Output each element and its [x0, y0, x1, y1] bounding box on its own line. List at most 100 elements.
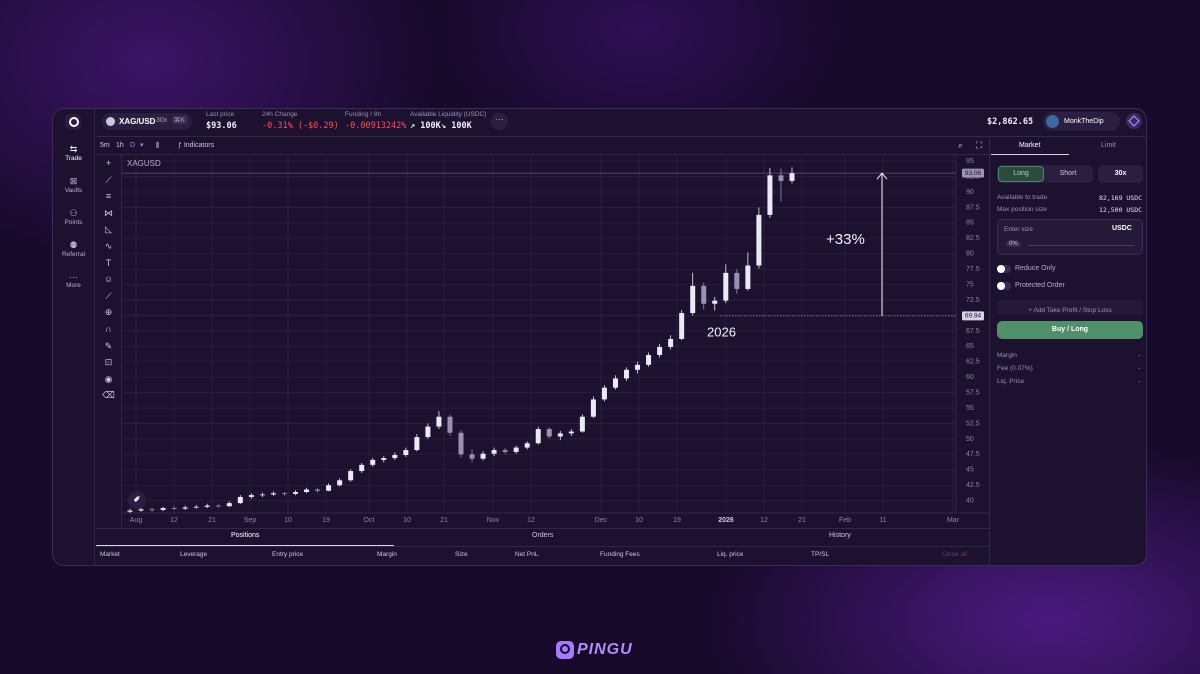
candle-body	[458, 432, 464, 455]
nav-label: Referral	[61, 251, 86, 258]
tool-cross[interactable]: +	[105, 158, 112, 168]
tool-pattern[interactable]: ∿	[104, 240, 113, 251]
y-tick-label: 47.5	[966, 451, 980, 458]
tool-emoji[interactable]: ☺	[103, 274, 114, 285]
more-button[interactable]: ···	[491, 113, 508, 130]
max-value: 12,500 USDC	[1099, 206, 1143, 214]
candle-body	[491, 450, 497, 454]
tab-underline	[96, 545, 394, 546]
candle-body	[524, 443, 530, 448]
tool-zoom[interactable]: ⊕	[104, 307, 113, 318]
stat-label: Last price	[206, 111, 235, 118]
column-header[interactable]: Margin	[377, 551, 397, 558]
tp-sl-button[interactable]: + Add Take Profit / Stop Loss	[997, 300, 1143, 315]
tool-text[interactable]: T	[105, 257, 112, 268]
column-header[interactable]: Leverage	[180, 551, 208, 558]
size-input[interactable]: Enter size USDC 0%	[997, 219, 1143, 255]
tool-delete[interactable]: ⌫	[102, 390, 115, 401]
interval[interactable]: 1h	[116, 142, 124, 149]
x-tick-label: Sep	[244, 517, 257, 524]
nav-label: Trade	[65, 155, 82, 162]
column-header[interactable]: Liq. price	[717, 551, 744, 558]
candle-body	[568, 431, 574, 434]
candle-body	[381, 458, 387, 460]
tv-badge	[128, 491, 146, 509]
tab-history[interactable]: History	[829, 532, 851, 539]
protected-toggle[interactable]	[997, 282, 1011, 290]
sidebar: ⇆ Trade ⊠ Vaults ⚇ Points ⚉ Referral ··· More	[52, 108, 95, 566]
y-tick-label: 52.5	[966, 420, 980, 427]
indicators-label: Indicators	[183, 142, 215, 149]
tool-line[interactable]: ⟋	[105, 174, 112, 185]
x-tick-label: 12	[760, 517, 768, 524]
tool-visibility[interactable]: ◉	[104, 373, 113, 384]
field-label: Margin	[997, 352, 1017, 359]
x-tick-label: Nov	[487, 517, 500, 524]
candle-body	[304, 489, 310, 493]
tool-lock-draw[interactable]: ✎	[104, 340, 113, 351]
tool-ruler[interactable]: ⟋	[105, 290, 112, 301]
wallet-icon[interactable]	[1126, 113, 1142, 129]
short-button[interactable]: Short	[1045, 166, 1091, 182]
line	[96, 136, 1147, 137]
price-label-box	[962, 168, 984, 178]
account-button[interactable]: MonkTheDip	[1043, 112, 1120, 131]
x-tick-label: Aug	[130, 517, 143, 524]
x-tick-label: 19	[322, 517, 330, 524]
brand-name: PINGU	[577, 641, 633, 658]
tab-orders[interactable]: Orders	[532, 532, 554, 539]
column-header[interactable]: Market	[100, 551, 120, 558]
candle-body	[248, 495, 254, 497]
long-button[interactable]: Long	[998, 166, 1044, 182]
indicators-button[interactable]: ƒ Indicators	[178, 142, 215, 149]
logo-glyph	[69, 117, 79, 127]
candle-body	[293, 492, 298, 494]
nav-more[interactable]: ··· More	[52, 272, 95, 289]
candle-body	[281, 493, 287, 495]
buy-long-button[interactable]: Buy / Long	[997, 321, 1143, 339]
candle-body	[657, 346, 663, 355]
candle-body	[171, 508, 177, 509]
tab-limit[interactable]: Limit	[1101, 142, 1116, 149]
submit-label: Buy / Long	[1051, 326, 1089, 333]
reduce-only-toggle[interactable]	[997, 265, 1011, 273]
margin-value: -	[1138, 352, 1141, 359]
column-header[interactable]: Funding Fees	[600, 551, 640, 558]
candle-style[interactable]: ⫴	[156, 141, 160, 150]
column-header[interactable]: Net PnL	[515, 551, 539, 558]
nav-referral[interactable]: ⚉ Referral	[52, 240, 95, 258]
nav-vaults[interactable]: ⊠ Vaults	[52, 176, 95, 194]
y-tick-label: 60	[966, 374, 974, 381]
tool-pitchfork[interactable]: ⋈	[104, 207, 113, 218]
tool-fib[interactable]: ◺	[105, 224, 112, 235]
fullscreen-button[interactable]: ⛶	[976, 140, 983, 150]
tool-lock[interactable]: ⊡	[104, 357, 113, 368]
candle-body	[756, 214, 762, 266]
tab-positions[interactable]: Positions	[231, 532, 260, 539]
nav-points[interactable]: ⚇ Points	[52, 208, 95, 226]
logo-mark[interactable]	[65, 114, 81, 130]
candle-body	[469, 454, 475, 459]
balance[interactable]: $2,862.65	[987, 117, 1034, 127]
tab-market[interactable]: Market	[1019, 142, 1041, 149]
tool-channel[interactable]: ≡	[105, 191, 112, 202]
x-tick-label: 10	[403, 517, 411, 524]
interval[interactable]: 5m	[100, 142, 110, 149]
column-header[interactable]: Entry price	[272, 551, 304, 558]
candle-body	[403, 450, 409, 455]
size-unit[interactable]: USDC	[1112, 225, 1132, 232]
leverage-button[interactable]: 30x	[1098, 165, 1143, 183]
pair-selector[interactable]: XAG/USD 30x ⌘K	[102, 113, 192, 130]
column-header[interactable]: TP/SL	[811, 551, 830, 558]
nav-trade[interactable]: ⇆ Trade	[52, 144, 95, 162]
close-all-button[interactable]: Close all	[942, 551, 967, 558]
slider-track[interactable]	[1028, 245, 1134, 246]
price-label-box	[962, 311, 984, 321]
interval-active[interactable]: D	[130, 142, 136, 149]
tool-magnet[interactable]: ∩	[105, 323, 112, 334]
column-header[interactable]: Size	[455, 551, 468, 558]
candle-body	[392, 454, 398, 459]
candle-body	[546, 429, 552, 437]
screenshot-button[interactable]: ⌕	[958, 140, 964, 150]
